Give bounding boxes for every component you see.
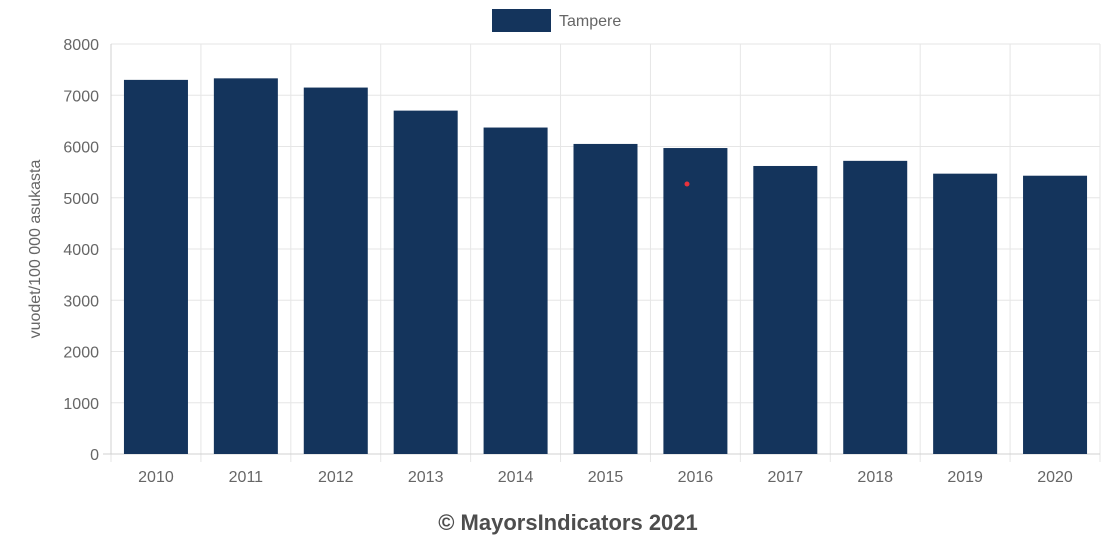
bar-2010[interactable] xyxy=(123,79,188,454)
y-axis-title: vuodet/100 000 asukasta xyxy=(27,160,44,339)
x-tick-label: 2011 xyxy=(229,469,264,486)
bar-2017[interactable] xyxy=(753,165,818,454)
bar-2013[interactable] xyxy=(393,110,458,454)
x-tick-label: 2019 xyxy=(947,469,983,486)
y-tick-label: 6000 xyxy=(63,140,99,157)
bar-2019[interactable] xyxy=(933,173,998,454)
bar-2011[interactable] xyxy=(213,78,278,455)
x-tick-label: 2020 xyxy=(1037,469,1073,486)
y-tick-label: 5000 xyxy=(63,191,99,208)
bar-2014[interactable] xyxy=(483,127,548,454)
x-axis-ticks: 2010 2011 2012 2013 2014 2015 2016 2017 2018 2019… xyxy=(138,469,1073,486)
x-tick-label: 2010 xyxy=(138,469,174,486)
legend[interactable]: Tampere xyxy=(492,9,621,32)
y-axis-ticks: 0 1000 2000 3000 4000 5000 6000 7000 8000 xyxy=(63,37,99,464)
y-tick-label: 1000 xyxy=(63,396,99,413)
copyright-footer: © MayorsIndicators 2021 xyxy=(438,510,698,535)
x-tick-label: 2015 xyxy=(588,469,624,486)
marker-dot xyxy=(684,181,690,187)
bar-2016[interactable] xyxy=(663,148,728,454)
legend-swatch-tampere[interactable] xyxy=(492,9,551,32)
x-tick-label: 2014 xyxy=(498,469,534,486)
y-tick-label: 0 xyxy=(90,447,99,464)
x-tick-label: 2013 xyxy=(408,469,444,486)
x-tick-label: 2017 xyxy=(768,469,804,486)
bars-group xyxy=(123,78,1088,455)
bar-2018[interactable] xyxy=(843,160,908,454)
y-tick-label: 3000 xyxy=(63,293,99,310)
x-tick-label: 2018 xyxy=(857,469,893,486)
x-tick-label: 2012 xyxy=(318,469,354,486)
bar-2012[interactable] xyxy=(303,87,368,454)
y-tick-label: 8000 xyxy=(63,37,99,54)
bar-2020[interactable] xyxy=(1023,175,1088,454)
y-tick-label: 7000 xyxy=(63,88,99,105)
bar-2015[interactable] xyxy=(573,143,638,454)
y-tick-label: 4000 xyxy=(63,242,99,259)
y-tick-label: 2000 xyxy=(63,345,99,362)
x-tick-label: 2016 xyxy=(678,469,714,486)
legend-label-tampere[interactable]: Tampere xyxy=(559,13,621,30)
